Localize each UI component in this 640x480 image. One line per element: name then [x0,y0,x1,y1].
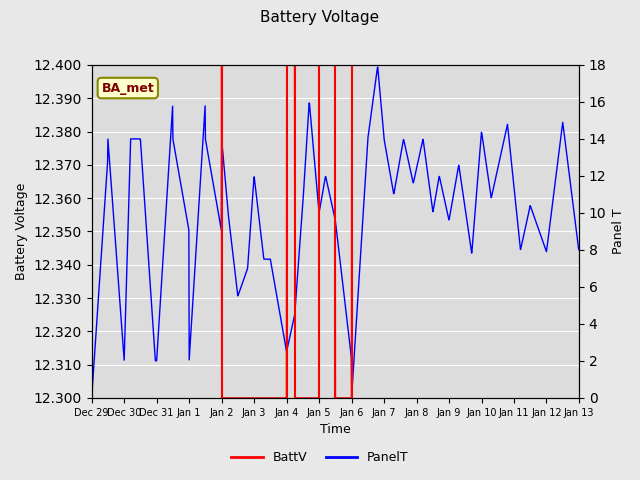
Y-axis label: Panel T: Panel T [612,209,625,254]
Y-axis label: Battery Voltage: Battery Voltage [15,183,28,280]
X-axis label: Time: Time [320,423,351,436]
Legend: BattV, PanelT: BattV, PanelT [227,446,413,469]
Text: BA_met: BA_met [101,82,154,95]
Text: Battery Voltage: Battery Voltage [260,10,380,24]
